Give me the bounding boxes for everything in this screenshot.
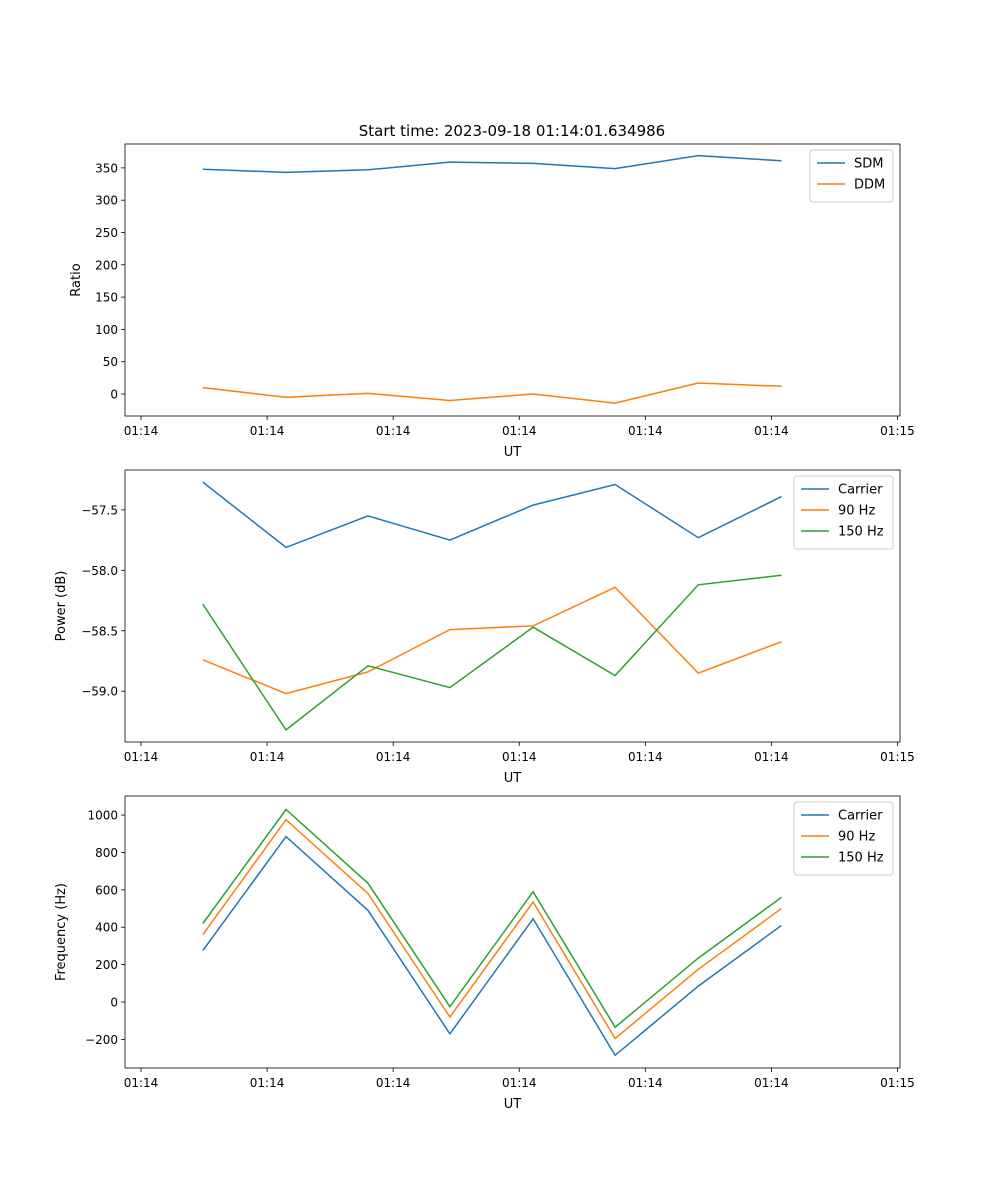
x-tick-label: 01:14 xyxy=(502,750,537,764)
x-axis-label: UT xyxy=(504,1097,522,1112)
legend-label: DDM xyxy=(854,178,885,193)
y-axis-label: Ratio xyxy=(69,263,84,296)
x-axis-label: UT xyxy=(504,771,522,786)
x-tick-label: 01:15 xyxy=(880,750,915,764)
y-tick-label: −58.5 xyxy=(81,624,118,638)
x-axis-label: UT xyxy=(504,445,522,460)
legend-label: SDM xyxy=(854,157,883,172)
legend-label: 150 Hz xyxy=(838,851,884,866)
x-tick-label: 01:14 xyxy=(628,1076,663,1090)
x-tick-label: 01:15 xyxy=(880,424,915,438)
x-tick-label: 01:14 xyxy=(250,750,285,764)
y-tick-label: 50 xyxy=(103,355,118,369)
x-tick-label: 01:14 xyxy=(376,1076,411,1090)
y-tick-label: 300 xyxy=(95,194,118,208)
x-tick-label: 01:14 xyxy=(628,424,663,438)
x-tick-label: 01:14 xyxy=(250,424,285,438)
x-tick-label: 01:14 xyxy=(502,424,537,438)
y-tick-label: 200 xyxy=(95,258,118,272)
y-tick-label: −200 xyxy=(85,1033,118,1047)
legend-label: 90 Hz xyxy=(838,830,875,845)
y-tick-label: 0 xyxy=(110,996,118,1010)
y-tick-label: 100 xyxy=(95,323,118,337)
series-line-sdm xyxy=(202,154,782,174)
series-line-ddm xyxy=(202,382,782,404)
x-tick-label: 01:14 xyxy=(124,1076,159,1090)
subplot-1: 01:14 01:14 01:14 01:14 01:14 01:14 01:15 0 50 10… xyxy=(69,143,915,460)
x-tick-label: 01:14 xyxy=(754,750,789,764)
y-tick-label: 0 xyxy=(110,388,118,402)
series-line-90-hz xyxy=(202,586,782,695)
legend-label: 150 Hz xyxy=(838,525,884,540)
y-tick-label: 250 xyxy=(95,226,118,240)
x-tick-label: 01:14 xyxy=(376,424,411,438)
y-tick-label: 800 xyxy=(95,846,118,860)
x-tick-label: 01:14 xyxy=(124,424,159,438)
y-axis-label: Frequency (Hz) xyxy=(54,883,69,981)
legend-label: Carrier xyxy=(838,809,883,824)
x-tick-label: 01:14 xyxy=(502,1076,537,1090)
x-tick-label: 01:14 xyxy=(628,750,663,764)
subplot-2: 01:14 01:14 01:14 01:14 01:14 01:14 01:15 −59.0… xyxy=(54,469,915,786)
axes-frame xyxy=(124,469,901,743)
chart-title: Start time: 2023-09-18 01:14:01.634986 xyxy=(359,122,665,140)
x-tick-label: 01:14 xyxy=(376,750,411,764)
series-line-150-hz xyxy=(202,808,782,1029)
axes-frame xyxy=(124,143,901,417)
legend-label: 90 Hz xyxy=(838,504,875,519)
y-tick-label: 600 xyxy=(95,883,118,897)
y-tick-label: 350 xyxy=(95,161,118,175)
y-tick-label: −57.5 xyxy=(81,503,118,517)
series-line-carrier xyxy=(202,835,782,1057)
y-tick-label: −59.0 xyxy=(81,685,118,699)
y-tick-label: 1000 xyxy=(87,809,118,823)
y-tick-label: 400 xyxy=(95,921,118,935)
series-line-150-hz xyxy=(202,574,782,731)
x-tick-label: 01:14 xyxy=(250,1076,285,1090)
x-tick-label: 01:15 xyxy=(880,1076,915,1090)
x-tick-label: 01:14 xyxy=(754,424,789,438)
legend-label: Carrier xyxy=(838,483,883,498)
axes-frame xyxy=(124,795,901,1069)
x-tick-label: 01:14 xyxy=(754,1076,789,1090)
series-line-carrier xyxy=(202,481,782,549)
series-line-90-hz xyxy=(202,818,782,1040)
y-tick-label: 150 xyxy=(95,291,118,305)
y-axis-label: Power (dB) xyxy=(54,571,69,642)
subplot-3: 01:14 01:14 01:14 01:14 01:14 01:14 01:15 −200 0… xyxy=(54,795,915,1112)
y-tick-label: −58.0 xyxy=(81,564,118,578)
x-tick-label: 01:14 xyxy=(124,750,159,764)
y-tick-label: 200 xyxy=(95,958,118,972)
